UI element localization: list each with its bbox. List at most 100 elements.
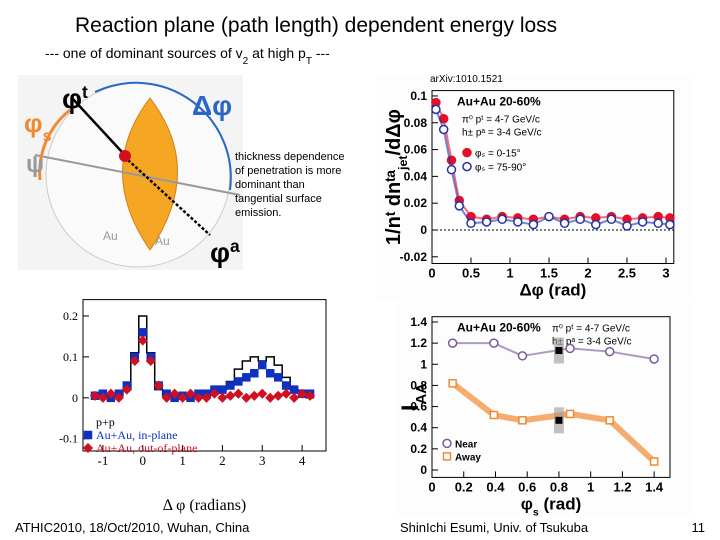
diagram-label: φa [210, 236, 240, 268]
x-tick-label: 0.2 [455, 479, 473, 494]
data-point [273, 390, 284, 401]
data-point [565, 409, 575, 419]
legend-swatch [462, 161, 472, 172]
data-point [281, 381, 291, 390]
y-tick-label: 0.08 [404, 116, 428, 130]
subtitle-part: 2 [243, 56, 249, 67]
data-point [489, 338, 499, 348]
data-point [265, 369, 275, 378]
legend-label: Away [455, 452, 481, 463]
y-tick-label: 0 [420, 223, 427, 237]
data-point [513, 217, 523, 227]
diagram-label-sup: t [82, 82, 88, 102]
y-tick-label: 0 [420, 463, 427, 477]
data-point [249, 390, 260, 401]
data-point [447, 338, 458, 348]
data-point [559, 218, 570, 229]
diagram-label: φt [62, 82, 88, 114]
data-point [605, 416, 614, 425]
x-tick-label: 1.4 [645, 479, 664, 494]
data-point [454, 201, 465, 211]
data-point [97, 392, 108, 403]
data-point [431, 104, 441, 115]
data-point [622, 221, 632, 231]
x-axis-label: Δφ (rad) [519, 281, 586, 300]
diagram-label-base: Δφ [192, 90, 232, 121]
data-point [575, 214, 585, 225]
data-point [518, 416, 527, 425]
x-tick-label: 0.8 [550, 479, 568, 494]
data-point [446, 164, 457, 175]
data-point [145, 355, 156, 367]
y-axis-label: 1/nᵗ dnᵗᵃjet/dΔφ [383, 109, 410, 245]
data-point [528, 219, 539, 230]
plot-frame [82, 299, 327, 452]
y-tick-label: 1.2 [410, 336, 427, 350]
series-line [452, 342, 655, 360]
trigger-direction [71, 97, 123, 153]
legend-note: h± pᵃ = 3-4 GeV/c [552, 337, 632, 348]
x-axis-label-base: φ [521, 494, 533, 513]
chart-bg [375, 75, 690, 300]
x-tick-label: 0.5 [462, 266, 480, 281]
jet-origin [119, 150, 131, 162]
footer-center: ShinIchi Esumi, Univ. of Tsukuba [400, 520, 589, 535]
note: thickness dependence of penetration is mo… [235, 151, 344, 219]
y-tick-label: 0.1 [410, 89, 427, 103]
data-point [438, 124, 449, 135]
integrated-point [555, 416, 563, 424]
data-point [218, 385, 227, 394]
x-axis-label-sub: s [533, 506, 539, 518]
reaction-plane [34, 154, 241, 196]
phi-s-arc [38, 108, 71, 181]
legend-swatch [462, 147, 472, 158]
data-point [138, 328, 148, 337]
note-line: thickness dependence [235, 151, 344, 163]
y-axis-label: IAA [397, 383, 430, 411]
data-point [201, 392, 212, 403]
plot-frame [431, 316, 671, 478]
x-tick-label: 0.4 [486, 479, 505, 494]
data-point [250, 369, 259, 378]
data-point [234, 377, 243, 386]
legend-label: Au+Au, out-of-plane [96, 441, 197, 455]
legend-note: h± pᵃ = 3-4 GeV/c [462, 128, 542, 139]
x-tick-label: 2 [584, 266, 591, 281]
diagram-label-base: ψ [26, 151, 44, 178]
data-point [591, 219, 601, 230]
y-tick-label: 1.4 [410, 315, 427, 329]
note-line: of penetration is more [235, 165, 341, 177]
subtitle-part: --- one of dominant sources of v [45, 45, 243, 61]
y-axis-label-rest: /dΔφ [383, 109, 405, 155]
y-tick-label: 0.8 [410, 378, 427, 392]
x-tick-label: 1.2 [613, 479, 631, 494]
legend-label: φₛ = 0-15° [475, 149, 521, 160]
y-tick-label: 1 [420, 357, 427, 371]
x-tick-label: 0 [428, 266, 435, 281]
y-tick-label: 0.02 [404, 196, 428, 210]
x-tick-label: 1.5 [540, 266, 558, 281]
series-line [450, 380, 657, 464]
data-point [265, 392, 276, 403]
y-axis-label-sub: jet [396, 155, 410, 170]
x-axis-label-base: Δ φ (radians) [163, 497, 247, 514]
data-point [226, 381, 235, 390]
data-point [137, 335, 148, 346]
diagram-label-base: φ [24, 108, 43, 138]
data-point [217, 392, 228, 403]
legend-label: Au+Au, in-plane [96, 428, 177, 442]
legend-note: π⁰ pᵗ = 4-7 GeV/c [462, 115, 540, 126]
associate-direction [127, 159, 211, 236]
data-point [544, 211, 554, 222]
diagram-label: φs [24, 108, 52, 145]
x-axis-label: Δ φ (radians) [163, 497, 247, 514]
page-number: 11 [692, 520, 706, 535]
x-tick-label: 3 [662, 266, 669, 281]
data-point [105, 388, 116, 399]
y-tick-label: 0.06 [404, 143, 428, 157]
legend-swatch [442, 452, 452, 461]
chart-bg [398, 302, 690, 517]
data-point [89, 390, 101, 401]
legend-label: φₛ = 75-90° [475, 163, 526, 174]
